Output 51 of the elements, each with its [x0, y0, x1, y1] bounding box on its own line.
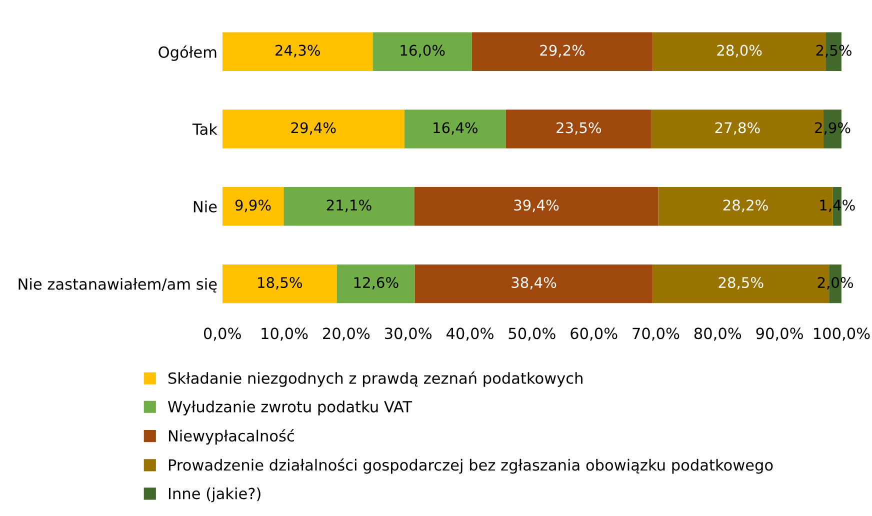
data-label: 24,3%: [275, 44, 320, 58]
data-label: 2,5%: [816, 44, 852, 58]
x-tick-label: 10,0%: [262, 328, 308, 341]
x-tick-label: 100,0%: [814, 328, 870, 341]
data-label: 21,1%: [326, 200, 372, 212]
data-label: 16,0%: [400, 44, 445, 58]
bar: [506, 110, 652, 148]
bar: [336, 264, 415, 304]
data-label: 1,4%: [820, 200, 855, 212]
data-label: 29,4%: [291, 122, 336, 135]
bar: [222, 110, 404, 148]
bar: [472, 32, 653, 71]
x-tick-label: 60,0%: [570, 328, 618, 341]
x-tick-label: 30,0%: [384, 328, 432, 341]
data-label: 12,6%: [354, 277, 398, 290]
y-tick-label: Ogółem: [158, 45, 216, 61]
data-label: 29,2%: [540, 44, 585, 58]
data-label: 28,2%: [723, 200, 768, 212]
bar: [414, 187, 658, 226]
y-tick-label: Nie zastanawiałem/am się: [18, 278, 217, 293]
bar: [222, 187, 284, 226]
data-label: 28,5%: [718, 277, 764, 290]
data-label: 27,8%: [715, 122, 760, 135]
bar: [222, 264, 337, 304]
x-tick-label: 40,0%: [446, 328, 494, 341]
data-label: 39,4%: [514, 200, 559, 212]
data-label: 16,4%: [434, 122, 478, 135]
legend-label: Składanie niezgodnych z prawdą zeznań podatkowych: [168, 371, 582, 387]
bar: [284, 187, 414, 226]
y-tick-label: Nie: [194, 200, 217, 212]
bar: [372, 32, 472, 71]
legend-label: Inne (jakie?): [168, 487, 260, 502]
bar: [404, 110, 506, 148]
x-tick-label: 70,0%: [632, 328, 680, 341]
legend-label: Prowadzenie działalności gospodarczej bez zgłaszania obowiązku podatkowego: [168, 458, 773, 474]
x-tick-label: 50,0%: [508, 328, 556, 341]
data-label: 9,9%: [235, 200, 271, 212]
x-tick-label: 90,0%: [756, 328, 803, 341]
y-tick-label: Tak: [192, 123, 218, 136]
legend-label: Wyłudzanie zwrotu podatku VAT: [168, 400, 412, 416]
data-label: 2,0%: [818, 277, 854, 290]
data-label: 38,4%: [512, 277, 556, 290]
legend-label: Niewypłacalność: [168, 429, 294, 445]
bar: [222, 32, 373, 71]
x-tick-label: 80,0%: [694, 328, 742, 341]
data-label: 23,5%: [556, 122, 602, 135]
x-tick-label: 0,0%: [204, 328, 241, 341]
bar: [414, 264, 653, 304]
x-tick-label: 20,0%: [323, 328, 370, 341]
data-label: 28,0%: [717, 44, 762, 58]
data-label: 18,5%: [258, 277, 302, 290]
